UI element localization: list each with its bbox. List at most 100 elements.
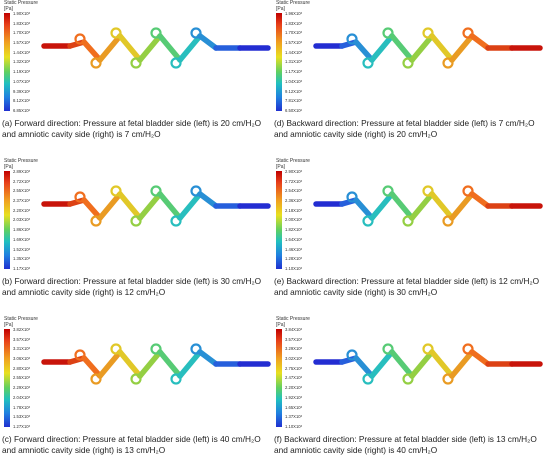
- colorbar-tick-label: 3.57X10³: [13, 336, 30, 342]
- panel-caption: (d) Backward direction: Pressure at feta…: [274, 118, 535, 139]
- shunt-loop: [402, 57, 414, 69]
- shunt-segment: [409, 349, 435, 379]
- colorbar-tick-label: 1.37X10³: [285, 414, 302, 420]
- shunt-loop: [150, 185, 162, 197]
- shunt-segment: [449, 349, 475, 379]
- shunt-segment: [137, 33, 163, 63]
- colorbar-tick-label: 1.19X10³: [13, 69, 30, 75]
- colorbar-tick-label: 9.39X10²: [13, 88, 30, 94]
- shunt-loop: [442, 57, 454, 69]
- shunt-loop: [110, 185, 122, 197]
- shunt-pressure-contour: [313, 185, 543, 227]
- shunt-segment: [137, 191, 163, 221]
- colorbar-tick-label: 2.55X10³: [13, 188, 30, 194]
- colorbar-tick-label: 2.89X10³: [13, 169, 30, 174]
- shunt-loop: [190, 343, 202, 355]
- colorbar-tick-label: 2.29X10³: [13, 385, 30, 391]
- shunt-loop: [362, 57, 374, 69]
- shunt-pressure-contour: [41, 27, 271, 69]
- colorbar-tick-label: 1.57X10³: [13, 40, 30, 46]
- colorbar-title: Static Pressure [Pa]: [4, 158, 38, 170]
- colorbar-tick-label: 3.31X10³: [13, 346, 30, 352]
- shunt-loop: [362, 215, 374, 227]
- shunt-loop: [422, 185, 434, 197]
- shunt-segment: [469, 349, 491, 367]
- colorbar-tick-label: 3.84X10³: [285, 327, 302, 332]
- colorbar-tick-label: 1.52X10³: [13, 246, 30, 252]
- shunt-segment: [81, 197, 103, 221]
- colorbar-tick-label: 2.36X10³: [285, 198, 302, 204]
- shunt-segment: [81, 355, 103, 379]
- colorbar-tick-label: 1.78X10³: [13, 404, 30, 410]
- shunt-segment: [81, 39, 103, 63]
- colorbar-tick-label: 8.12X10²: [13, 98, 30, 104]
- shunt-loop: [110, 343, 122, 355]
- colorbar-tick-label: 2.20X10³: [13, 207, 30, 213]
- shunt-loop: [422, 27, 434, 39]
- simulation-panel-4: Static Pressure [Pa] 3.82X10³ 3.57X10³ 3.31…: [0, 316, 272, 473]
- shunt-loop: [346, 33, 358, 45]
- simulation-panel-3: Static Pressure [Pa] 2.90X10³ 2.72X10³ 2.54…: [272, 158, 544, 315]
- colorbar-tick-label: 1.32X10³: [13, 59, 30, 65]
- simulation-panel-5: Static Pressure [Pa] 3.84X10³ 3.57X10³ 3.29…: [272, 316, 544, 473]
- shunt-loop: [190, 27, 202, 39]
- colorbar-tick-label: 2.72X10³: [13, 178, 30, 184]
- shunt-segment: [389, 33, 415, 63]
- shunt-loop: [462, 27, 474, 39]
- colorbar-tick-label: 1.10X10³: [285, 423, 302, 429]
- colorbar-tick-label: 7.81X10²: [285, 98, 302, 104]
- shunt-segment: [97, 33, 123, 63]
- shunt-loop: [346, 191, 358, 203]
- colorbar-tick-label: 1.53X10³: [13, 414, 30, 420]
- shunt-segment: [97, 349, 123, 379]
- colorbar-ticks: 3.82X10³ 3.57X10³ 3.31X10³ 3.06X10³ 2.80X10³…: [13, 327, 43, 429]
- shunt-segment: [157, 33, 183, 63]
- colorbar-tick-label: 1.44X10³: [13, 49, 30, 55]
- shunt-loop: [362, 373, 374, 385]
- shunt-segment: [429, 33, 455, 63]
- shunt-segment: [369, 33, 395, 63]
- colorbar-title: Static Pressure [Pa]: [4, 0, 38, 12]
- shunt-pressure-contour: [313, 343, 543, 385]
- shunt-segment: [389, 349, 415, 379]
- colorbar-gradient: [4, 171, 10, 269]
- shunt-loop: [170, 215, 182, 227]
- colorbar-tick-label: 3.57X10³: [285, 336, 302, 342]
- colorbar-tick-label: 1.44X10³: [285, 49, 302, 55]
- shunt-segment: [117, 349, 143, 379]
- shunt-loop: [382, 27, 394, 39]
- colorbar-tick-label: 1.64X10³: [285, 236, 302, 242]
- colorbar-ticks: 1.96X10³ 1.83X10³ 1.70X10³ 1.57X10³ 1.44X10³…: [285, 11, 315, 113]
- colorbar-tick-label: 9.12X10²: [285, 88, 302, 94]
- shunt-pressure-contour: [41, 185, 271, 227]
- shunt-segment: [369, 191, 395, 221]
- shunt-segment: [353, 197, 375, 221]
- colorbar-tick-label: 1.82X10³: [285, 227, 302, 233]
- colorbar-tick-label: 1.17X10³: [13, 265, 30, 271]
- simulation-panel-0: Static Pressure [Pa] 1.90X10³ 1.83X10³ 1.70…: [0, 0, 272, 157]
- shunt-loop: [402, 215, 414, 227]
- colorbar-title: Static Pressure [Pa]: [276, 158, 310, 170]
- shunt-loop: [170, 57, 182, 69]
- colorbar-tick-label: 1.27X10³: [13, 423, 30, 429]
- shunt-loop: [74, 191, 86, 203]
- shunt-segment: [177, 33, 203, 63]
- shunt-segment: [157, 191, 183, 221]
- shunt-segment: [469, 191, 491, 209]
- shunt-segment: [409, 191, 435, 221]
- colorbar-tick-label: 1.17X10³: [285, 69, 302, 75]
- shunt-segment: [197, 33, 219, 51]
- colorbar-tick-label: 1.86X10³: [13, 227, 30, 233]
- shunt-loop: [130, 57, 142, 69]
- shunt-loop: [170, 373, 182, 385]
- colorbar-gradient: [4, 13, 10, 111]
- shunt-segment: [117, 33, 143, 63]
- shunt-loop: [74, 349, 86, 361]
- colorbar-tick-label: 6.50X10²: [285, 107, 302, 113]
- shunt-loop: [130, 215, 142, 227]
- colorbar-tick-label: 1.10X10³: [285, 265, 302, 271]
- colorbar-tick-label: 2.20X10³: [285, 385, 302, 391]
- colorbar-tick-label: 3.29X10³: [285, 346, 302, 352]
- colorbar-gradient: [4, 329, 10, 427]
- colorbar-title: Static Pressure [Pa]: [276, 0, 310, 12]
